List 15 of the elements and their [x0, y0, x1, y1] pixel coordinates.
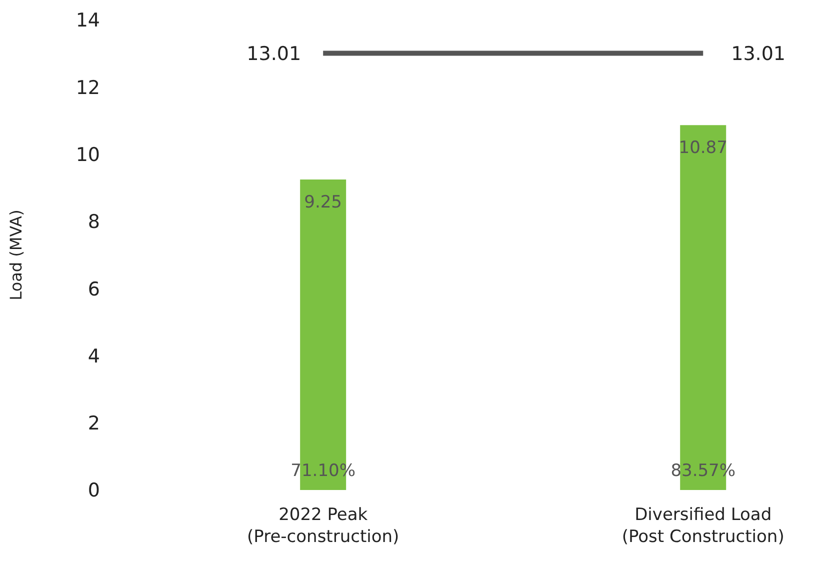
y-tick-label: 4 — [88, 345, 100, 368]
y-tick-label: 8 — [88, 211, 100, 234]
x-tick-label: 2022 Peak (Pre-construction) — [247, 505, 400, 547]
y-axis-title: Load (MVA) — [6, 210, 26, 300]
y-tick-label: 0 — [88, 480, 100, 502]
data-label: 9.25 — [304, 192, 342, 213]
y-tick-label: 12 — [76, 76, 100, 99]
data-label: 10.87 — [678, 138, 728, 158]
data-label: 13.01 — [731, 43, 786, 66]
y-tick-label: 10 — [76, 144, 100, 166]
y-tick-label: 14 — [76, 10, 100, 32]
x-tick-label: Diversified Load (Post Construction) — [622, 505, 784, 547]
y-tick-label: 6 — [88, 278, 100, 300]
y-tick-label: 2 — [88, 412, 100, 435]
data-label: 13.01 — [246, 43, 302, 66]
